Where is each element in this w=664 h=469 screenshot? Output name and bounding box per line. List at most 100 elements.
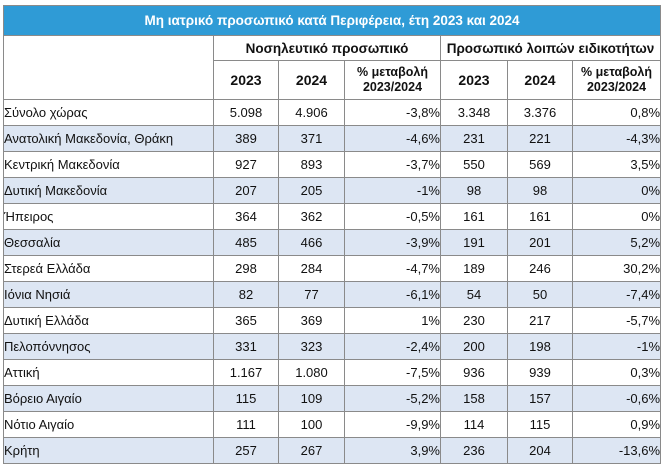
other-2024-cell: 198 <box>507 333 573 360</box>
col-nursing-2023: 2023 <box>213 60 279 100</box>
nursing-2023-cell: 111 <box>213 411 279 438</box>
other-2023-cell: 936 <box>440 359 508 386</box>
nursing-2024-cell: 77 <box>278 281 345 308</box>
region-cell: Ιόνια Νησιά <box>3 281 214 308</box>
other-change-cell: -4,3% <box>571 125 662 152</box>
other-2023-cell: 158 <box>440 385 508 412</box>
other-change-cell: -7,4% <box>571 281 662 308</box>
other-change-cell: -13,6% <box>571 437 662 464</box>
group-header-nursing: Νοσηλευτικό προσωπικό <box>213 35 441 61</box>
table-row: Δυτική Ελλάδα 365 369 1% 230 217 -5,7% <box>3 307 662 334</box>
other-2024-cell: 217 <box>507 307 573 334</box>
staff-by-region-table: Μη ιατρικό προσωπικό κατά Περιφέρεια, έτ… <box>2 5 662 464</box>
table-row: Σύνολο χώρας 5.098 4.906 -3,8% 3.348 3.376 0,8… <box>3 99 662 126</box>
other-change-cell: 0,8% <box>571 99 662 126</box>
nursing-2024-cell: 371 <box>278 125 345 152</box>
other-2023-cell: 200 <box>440 333 508 360</box>
col-other-change-line2: 2023/2024 <box>586 80 647 94</box>
other-change-cell: 5,2% <box>571 229 662 256</box>
region-cell: Δυτική Μακεδονία <box>3 177 214 204</box>
nursing-2024-cell: 205 <box>278 177 345 204</box>
nursing-2023-cell: 389 <box>213 125 279 152</box>
other-change-cell: 3,5% <box>571 151 662 178</box>
nursing-2023-cell: 82 <box>213 281 279 308</box>
table-row: Πελοπόννησος 331 323 -2,4% 200 198 -1% <box>3 333 662 360</box>
other-2024-cell: 246 <box>507 255 573 282</box>
nursing-change-cell: -4,7% <box>344 255 441 282</box>
table-row: Κεντρική Μακεδονία 927 893 -3,7% 550 569 3,5% <box>3 151 662 178</box>
table-row: Βόρειο Αιγαίο 115 109 -5,2% 158 157 -0,6% <box>3 385 662 412</box>
nursing-change-cell: -2,4% <box>344 333 441 360</box>
nursing-change-cell: -4,6% <box>344 125 441 152</box>
region-cell: Κρήτη <box>3 437 214 464</box>
other-2024-cell: 204 <box>507 437 573 464</box>
other-2023-cell: 98 <box>440 177 508 204</box>
nursing-change-cell: -3,8% <box>344 99 441 126</box>
nursing-2024-cell: 284 <box>278 255 345 282</box>
other-2023-cell: 231 <box>440 125 508 152</box>
table-row: Ήπειρος 364 362 -0,5% 161 161 0% <box>3 203 662 230</box>
region-cell: Αττική <box>3 359 214 386</box>
nursing-change-cell: -0,5% <box>344 203 441 230</box>
table-row: Νότιο Αιγαίο 111 100 -9,9% 114 115 0,9% <box>3 411 662 438</box>
col-nursing-change: % μεταβολή 2023/2024 <box>344 60 441 100</box>
nursing-2024-cell: 362 <box>278 203 345 230</box>
col-other-change: % μεταβολή 2023/2024 <box>571 60 662 100</box>
other-change-cell: 30,2% <box>571 255 662 282</box>
table-frame: Μη ιατρικό προσωπικό κατά Περιφέρεια, έτ… <box>2 5 662 464</box>
nursing-change-cell: -1% <box>344 177 441 204</box>
nursing-change-cell: -7,5% <box>344 359 441 386</box>
nursing-2023-cell: 257 <box>213 437 279 464</box>
nursing-2024-cell: 1.080 <box>278 359 345 386</box>
region-cell: Δυτική Ελλάδα <box>3 307 214 334</box>
other-2023-cell: 189 <box>440 255 508 282</box>
region-cell: Ανατολική Μακεδονία, Θράκη <box>3 125 214 152</box>
other-change-cell: -5,7% <box>571 307 662 334</box>
region-cell: Θεσσαλία <box>3 229 214 256</box>
table-row: Δυτική Μακεδονία 207 205 -1% 98 98 0% <box>3 177 662 204</box>
col-other-change-line1: % μεταβολή <box>581 65 652 79</box>
table-title: Μη ιατρικό προσωπικό κατά Περιφέρεια, έτ… <box>2 5 662 36</box>
other-2024-cell: 161 <box>507 203 573 230</box>
table-row: Κρήτη 257 267 3,9% 236 204 -13,6% <box>3 437 662 464</box>
other-2023-cell: 161 <box>440 203 508 230</box>
table-row: Στερεά Ελλάδα 298 284 -4,7% 189 246 30,2% <box>3 255 662 282</box>
other-change-cell: -0,6% <box>571 385 662 412</box>
col-nursing-2024: 2024 <box>278 60 345 100</box>
table-row: Θεσσαλία 485 466 -3,9% 191 201 5,2% <box>3 229 662 256</box>
nursing-change-cell: 1% <box>344 307 441 334</box>
group-header-other: Προσωπικό λοιπών ειδικοτήτων <box>439 35 662 61</box>
other-2024-cell: 939 <box>507 359 573 386</box>
region-cell: Στερεά Ελλάδα <box>3 255 214 282</box>
other-2023-cell: 550 <box>440 151 508 178</box>
nursing-2023-cell: 927 <box>213 151 279 178</box>
other-2023-cell: 114 <box>440 411 508 438</box>
other-2023-cell: 191 <box>440 229 508 256</box>
other-2024-cell: 157 <box>507 385 573 412</box>
other-change-cell: 0% <box>571 177 662 204</box>
nursing-2023-cell: 485 <box>213 229 279 256</box>
region-cell: Πελοπόννησος <box>3 333 214 360</box>
nursing-change-cell: -3,9% <box>344 229 441 256</box>
other-2024-cell: 3.376 <box>507 99 573 126</box>
nursing-2024-cell: 893 <box>278 151 345 178</box>
region-header-blank <box>3 35 214 100</box>
nursing-2023-cell: 331 <box>213 333 279 360</box>
other-2024-cell: 98 <box>507 177 573 204</box>
region-cell: Νότιο Αιγαίο <box>3 411 214 438</box>
other-change-cell: 0% <box>571 203 662 230</box>
col-nursing-change-line2: 2023/2024 <box>362 80 423 94</box>
other-2024-cell: 115 <box>507 411 573 438</box>
nursing-2024-cell: 100 <box>278 411 345 438</box>
col-nursing-change-line1: % μεταβολή <box>357 65 428 79</box>
nursing-2024-cell: 267 <box>278 437 345 464</box>
table-row: Ανατολική Μακεδονία, Θράκη 389 371 -4,6% 231… <box>3 125 662 152</box>
other-2024-cell: 569 <box>507 151 573 178</box>
table-body: Σύνολο χώρας 5.098 4.906 -3,8% 3.348 3.376 0,8… <box>3 99 662 464</box>
col-other-2023: 2023 <box>440 60 508 100</box>
region-cell: Βόρειο Αιγαίο <box>3 385 214 412</box>
nursing-2023-cell: 364 <box>213 203 279 230</box>
nursing-change-cell: -3,7% <box>344 151 441 178</box>
region-cell: Ήπειρος <box>3 203 214 230</box>
other-change-cell: -1% <box>571 333 662 360</box>
